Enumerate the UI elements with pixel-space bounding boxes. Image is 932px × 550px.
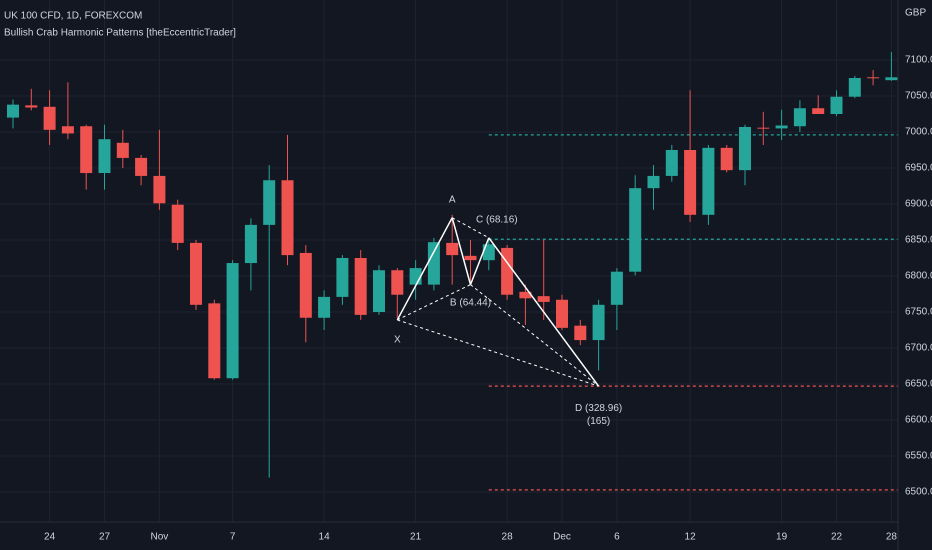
candle-body	[519, 291, 532, 299]
grid	[0, 0, 898, 522]
candle-body	[574, 325, 587, 341]
pattern-line	[488, 237, 600, 387]
y-tick-label: 7050.0	[905, 91, 932, 102]
candle-body	[171, 204, 184, 243]
candle-body	[409, 268, 422, 285]
pattern-label: C (68.16)	[476, 214, 518, 225]
candle-body	[391, 270, 404, 295]
pattern-line	[469, 237, 490, 285]
pattern-line	[451, 217, 472, 285]
candle-body	[556, 299, 568, 328]
x-tick-label: Dec	[553, 532, 571, 543]
candle-body	[757, 127, 770, 129]
y-tick-label: 6600.0	[905, 415, 932, 426]
y-tick-label: 6700.0	[905, 343, 932, 354]
candles	[7, 52, 898, 478]
candle-body	[208, 303, 221, 379]
candle-body	[226, 263, 239, 379]
candle-body	[793, 108, 806, 127]
candle-body	[61, 126, 74, 134]
pattern-label: B (64.44)	[450, 297, 491, 308]
currency: GBP	[905, 8, 926, 19]
candle-body	[336, 258, 349, 297]
candle-body	[281, 180, 294, 256]
x-tick-label: 6	[614, 532, 620, 543]
x-tick-label: 12	[685, 532, 697, 543]
candle-body	[739, 126, 751, 171]
y-tick-label: 6800.0	[905, 271, 932, 282]
indicator-name: Bullish Crab Harmonic Patterns [theEccen…	[4, 28, 236, 39]
pattern-dashed-line	[397, 319, 599, 387]
candle-body	[318, 296, 331, 318]
x-tick-label: 21	[410, 532, 422, 543]
candle-body	[98, 139, 111, 174]
x-tick-label: 28	[886, 532, 898, 543]
candle-body	[720, 147, 733, 171]
chart-title: UK 100 CFD, 1D, FOREXCOM	[4, 11, 142, 22]
x-tick-label: 19	[776, 532, 788, 543]
y-tick-label: 6550.0	[905, 451, 932, 462]
candle-body	[244, 224, 257, 264]
levels	[488, 134, 898, 491]
x-tick-label: 27	[99, 532, 111, 543]
pattern-dashed-line	[397, 284, 471, 321]
y-tick-label: 7000.0	[905, 127, 932, 138]
candle-body	[501, 247, 514, 295]
candle-body	[373, 270, 385, 312]
candle-body	[684, 150, 697, 215]
y-tick-label: 6850.0	[905, 235, 932, 246]
x-tick-label: 14	[319, 532, 331, 543]
y-tick-label: 6750.0	[905, 307, 932, 318]
candle-body	[867, 77, 880, 79]
candle-body	[190, 242, 202, 305]
x-tick-label: Nov	[151, 532, 169, 543]
candle-body	[848, 78, 861, 97]
candle-body	[446, 242, 459, 256]
candle-body	[482, 244, 495, 261]
candle-body	[354, 258, 367, 315]
pattern-line	[396, 217, 453, 321]
pattern: X A B (64.44) C (68.16) D (328.96) (165)	[394, 194, 622, 426]
pattern-sublabel: (165)	[587, 416, 610, 427]
candle-body	[25, 105, 38, 108]
x-tick-label: 7	[230, 532, 236, 543]
candle-body	[263, 180, 276, 225]
candle-body	[592, 304, 605, 341]
candle-body	[427, 242, 440, 285]
pattern-label: D (328.96)	[575, 403, 622, 414]
candle-body	[647, 175, 660, 189]
candle-body	[775, 125, 788, 129]
candle-body	[43, 106, 56, 130]
candle-body	[885, 77, 898, 81]
candle-body	[610, 271, 623, 305]
candle-body	[629, 188, 642, 272]
candle-body	[299, 252, 312, 318]
candle-body	[153, 175, 166, 204]
candle-body	[537, 296, 550, 302]
candle-body	[702, 147, 715, 215]
y-tick-label: 6950.0	[905, 163, 932, 174]
y-tick-label: 6500.0	[905, 487, 932, 498]
candle-body	[80, 126, 93, 174]
x-tick-label: 24	[44, 532, 56, 543]
candle-body	[812, 108, 825, 114]
y-tick-label: 6650.0	[905, 379, 932, 390]
candle-body	[464, 255, 477, 261]
candle-body	[7, 104, 19, 118]
candle-body	[135, 157, 148, 176]
candle-body	[830, 96, 843, 114]
y-tick-label: 7100.0	[905, 55, 932, 66]
x-tick-label: 22	[831, 532, 843, 543]
pattern-label: A	[449, 194, 456, 205]
x-tick-label: 28	[502, 532, 514, 543]
y-tick-label: 6900.0	[905, 199, 932, 210]
candle-body	[665, 150, 678, 176]
pattern-label: X	[394, 335, 401, 346]
candle-body	[116, 142, 129, 158]
pattern-dashed-line	[451, 217, 490, 239]
